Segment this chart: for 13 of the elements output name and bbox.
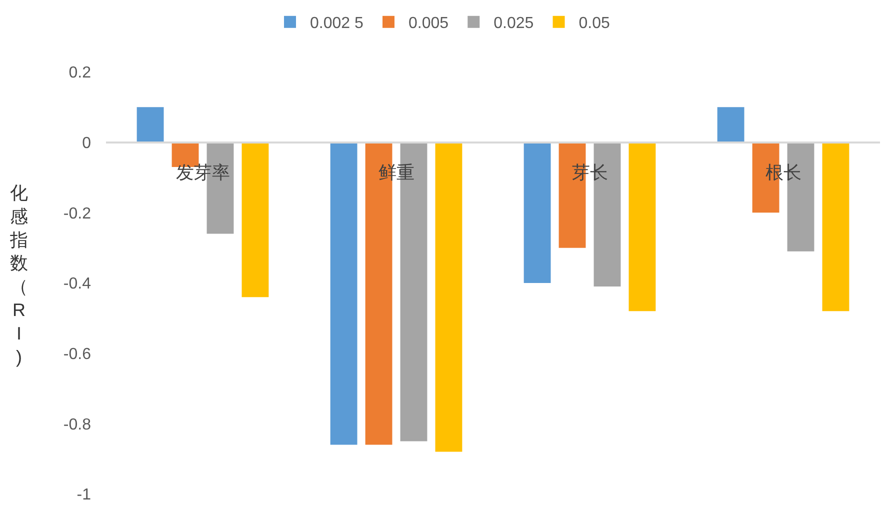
y-tick-label: -0.2 [63,205,92,222]
y-tick-label: -0.8 [63,416,92,434]
y-tick-label: 0 [82,134,92,152]
legend-label: 0.05 [578,15,610,32]
legend-label: 0.025 [494,15,534,32]
y-tick-label: 0.2 [68,64,92,82]
legend-label: 0.002 5 [310,15,364,32]
y-tick-label: -0.6 [63,346,92,363]
y-axis-title: 化感指数（RI) [9,183,28,367]
y-tick-label: -1 [76,486,92,504]
y-tick-label: -0.4 [63,276,92,293]
legend-label: 0.005 [408,15,449,32]
x-tick-label: 发芽率 [176,162,230,183]
